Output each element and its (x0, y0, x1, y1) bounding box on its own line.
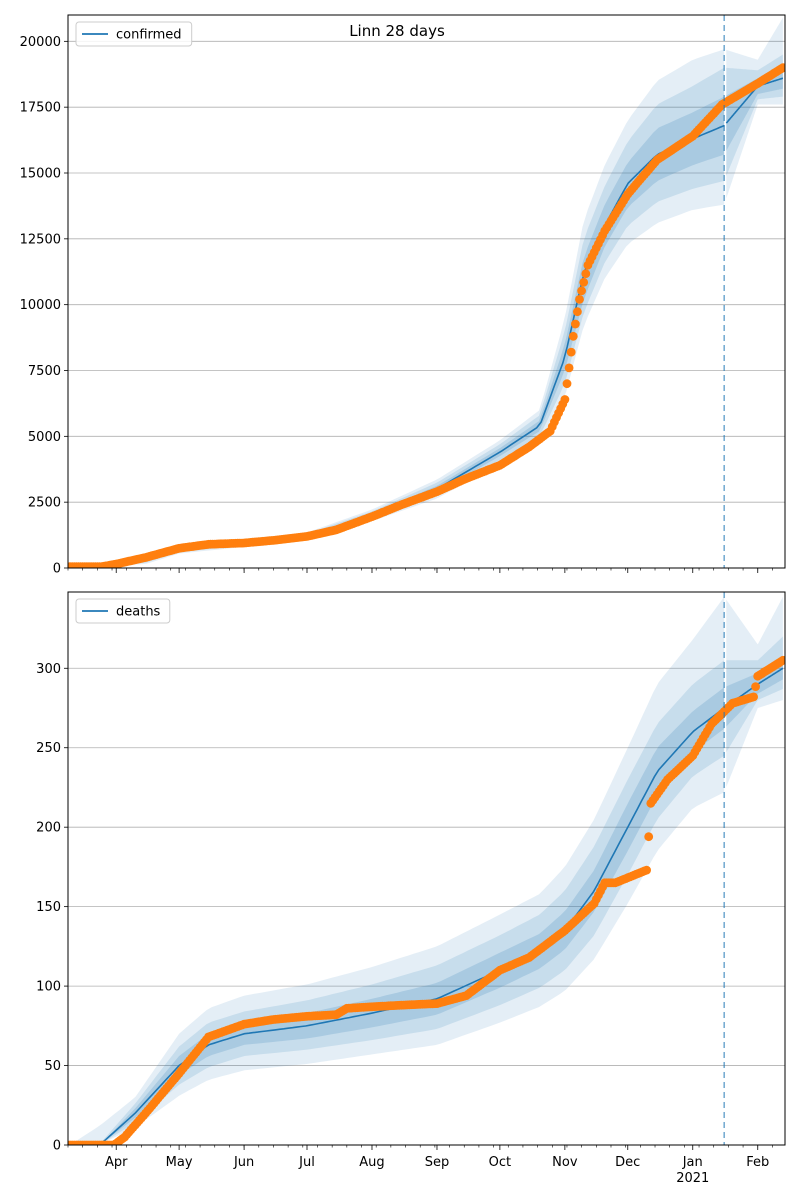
y-tick-label: 250 (36, 741, 61, 756)
model-band95-area (726, 596, 783, 787)
y-tick-label: 12500 (20, 232, 61, 247)
model-band80-area (726, 54, 783, 176)
y-tick-label: 150 (36, 900, 61, 915)
x-tick-label: Aug (359, 1155, 384, 1170)
legend-box (75, 598, 171, 624)
axes-frame (67, 591, 786, 1146)
observed-point (568, 331, 578, 341)
observed-point (564, 363, 574, 373)
x-year-label: 2021 (676, 1171, 709, 1186)
observed-point (575, 295, 584, 304)
legend-box (75, 21, 193, 47)
observed-point (644, 832, 654, 842)
observed-point (573, 307, 582, 317)
y-tick-label: 2500 (28, 496, 61, 511)
observed-point (560, 395, 570, 404)
y-tick-label: 0 (53, 562, 61, 577)
y-tick-label: 200 (36, 821, 61, 836)
x-tick-label: Jun (233, 1155, 254, 1170)
x-tick-label: Sep (425, 1155, 450, 1170)
observed-point (566, 347, 576, 357)
y-tick-label: 10000 (20, 298, 61, 313)
legend-label-deaths: deaths (116, 605, 161, 620)
y-tick-label: 50 (44, 1059, 61, 1074)
x-tick-label: Feb (746, 1155, 769, 1170)
y-tick-label: 20000 (20, 35, 61, 50)
x-tick-label: May (166, 1155, 193, 1170)
observed-point (778, 63, 785, 73)
observed-point (751, 682, 760, 691)
x-tick-label: Nov (552, 1155, 578, 1170)
y-tick-label: 5000 (28, 430, 61, 445)
y-tick-label: 100 (36, 980, 61, 995)
x-tick-label: Dec (615, 1155, 640, 1170)
observed-point (577, 286, 586, 296)
chart-panel-1: 0 2500 5000 7500 10000 12500 15000 17500 20000 co… (20, 14, 786, 577)
chart-panel-2: 0 50 100 150 200 250 300 deaths Apr May Jun Jul Aug S… (36, 591, 786, 1186)
model-band95-area (726, 17, 783, 199)
observed-point (581, 269, 591, 279)
legend: deaths (75, 598, 171, 624)
legend-label-confirmed: confirmed (116, 28, 182, 43)
observed-point (642, 865, 651, 875)
x-tick-label: Jan (682, 1155, 703, 1170)
model-band95-area (70, 596, 725, 1145)
model-band80-area (70, 67, 725, 567)
y-tick-label: 17500 (20, 101, 61, 116)
observed-point (562, 379, 572, 389)
observed-point (749, 692, 758, 702)
model-band50-area (70, 96, 725, 567)
x-tick-label: Oct (489, 1155, 511, 1170)
model-band50-area (726, 67, 783, 151)
model-band95-area (70, 49, 725, 567)
legend: confirmed (75, 21, 193, 47)
y-tick-label: 15000 (20, 167, 61, 182)
chart-title: Linn 28 days (349, 22, 445, 40)
y-tick-label: 300 (36, 662, 61, 677)
axes-frame (67, 14, 786, 569)
observed-point (579, 277, 589, 287)
plot-area (68, 596, 785, 1145)
observed-point (778, 655, 785, 665)
y-tick-label: 0 (53, 1139, 61, 1154)
x-tick-label: Apr (105, 1155, 128, 1170)
plot-area (68, 17, 785, 568)
x-tick-label: Jul (298, 1155, 315, 1170)
observed-point (571, 319, 580, 329)
y-tick-label: 7500 (28, 364, 61, 379)
